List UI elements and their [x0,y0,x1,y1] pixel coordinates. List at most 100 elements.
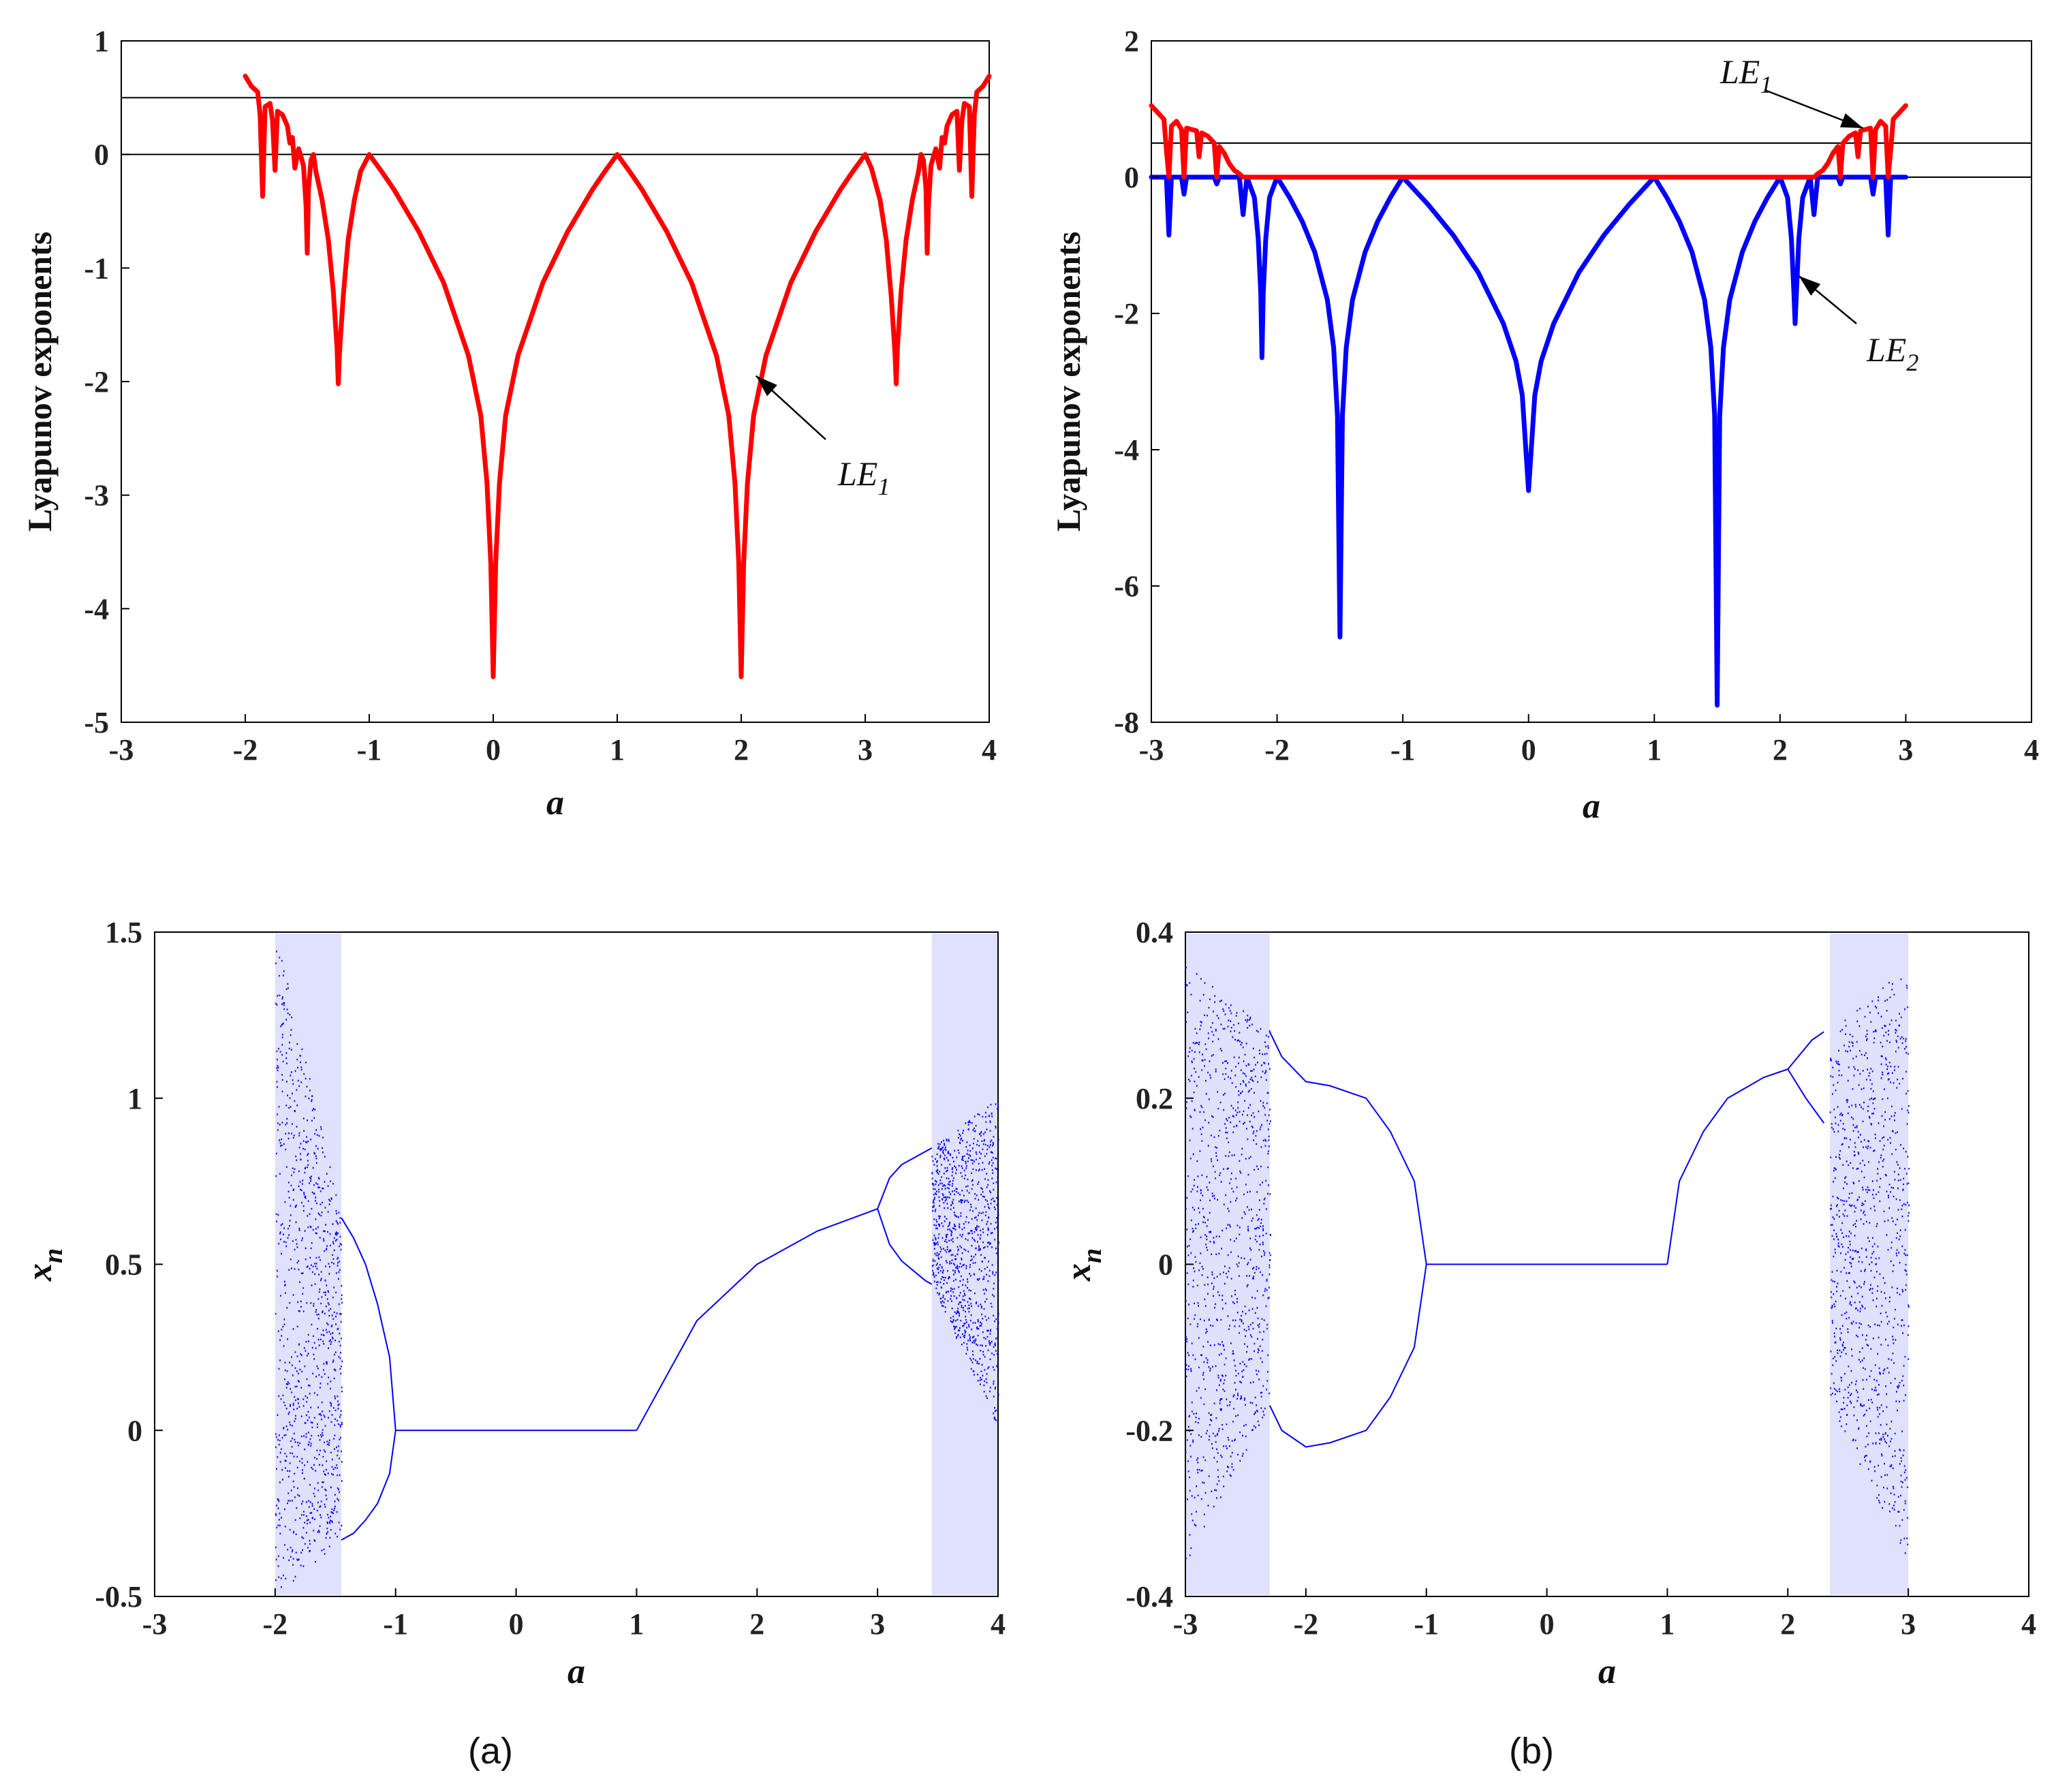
chaotic-band-2 [1829,978,1910,1554]
x-tick-label: -2 [1294,1607,1319,1641]
panel-le-b: -3 -2 -1 0 1 2 3 4 2 0 -2 -4 -6 -8 Lyapunov exponents… [1049,25,2039,826]
caption-b: (b) [1509,1731,1554,1772]
y-tick-label: 1.5 [105,916,142,949]
y-tick-label: 0.4 [1136,916,1173,949]
y-tick-label: -0.5 [95,1580,142,1613]
chaotic-band-1 [1185,966,1271,1560]
chaotic-band-1 [275,951,343,1588]
x-tick-label: 4 [2021,1607,2036,1641]
annotation-arrow-le2-head [1799,276,1821,296]
chaotic-band-2 [931,1103,1000,1421]
x-tick-label: 4 [991,1607,1006,1641]
x-tick-label: 1 [629,1607,644,1641]
y-tick-label: 0 [1124,161,1139,194]
y-tick-label: 0 [127,1414,142,1447]
panel-le-a: -3 -2 -1 0 1 2 3 4 1 0 -1 -2 -3 -4 -5 Lyapunov exponen… [20,25,997,822]
x-tick-label: -1 [383,1607,408,1641]
y-tick-label: -0.2 [1125,1414,1173,1447]
annotation-le1-b: LE1 [1720,52,1772,98]
branch-left-lower [341,1430,396,1541]
x-tick-label: -2 [1264,733,1290,767]
ylabel-bif-a: xn [20,1248,68,1282]
x-tick-label: 0 [509,1607,524,1641]
branch-period2-upper [877,1147,933,1209]
xlabel-bif-b: a [1598,1652,1616,1691]
plot-area-bif-b: -3 -2 -1 0 1 2 3 4 0.4 0.2 0 -0.2 -0.4 [1125,916,2036,1641]
panel-bif-a: -3 -2 -1 0 1 2 3 4 1.5 1 0.5 0 -0.5 xn a [20,916,1006,1691]
x-tick-label: 2 [1780,1607,1795,1641]
x-tick-label: -2 [233,733,258,767]
x-tick-label: 0 [1540,1607,1555,1641]
ylabel-le-a: Lyapunov exponents [20,232,59,531]
plot-area-le-a: -3 -2 -1 0 1 2 3 4 1 0 -1 -2 -3 -4 -5 [84,25,997,767]
y-tick-label: 0 [94,138,109,172]
x-tick-label: 2 [734,733,749,767]
y-tick-label: -6 [1114,570,1139,603]
x-tick-label: 4 [2024,733,2039,767]
caption-a: (a) [468,1731,513,1772]
chaotic-band-shade-2 [1830,933,1909,1595]
plot-area-le-b: -3 -2 -1 0 1 2 3 4 2 0 -2 -4 -6 -8 [1114,25,2039,767]
x-tick-label: -1 [357,733,382,767]
y-tick-label: -4 [1114,433,1139,467]
x-tick-label: 3 [1901,1607,1916,1641]
x-tick-label: -3 [109,733,134,767]
x-tick-label: -1 [1390,733,1416,767]
y-tick-label: -8 [1114,706,1139,739]
x-tick-label: 1 [1647,733,1662,767]
series-le1 [1149,103,1908,180]
ylabel-le-b: Lyapunov exponents [1049,232,1087,531]
x-tick-label: 3 [858,733,873,767]
x-tick-label: -3 [1139,733,1164,767]
branch-left-lower [1269,1264,1427,1448]
x-tick-label: 3 [1898,733,1913,767]
x-tick-label: 2 [1773,733,1788,767]
y-tick-label: 0.2 [1136,1082,1173,1115]
chaotic-band-shade-1 [1185,933,1270,1595]
y-tick-label: 1 [94,25,109,58]
x-tick-label: -2 [263,1607,288,1641]
annotation-arrow-le1-head [1839,113,1863,128]
xlabel-le-a: a [546,784,564,822]
y-tick-label: -4 [84,592,109,625]
x-tick-label: -3 [1173,1607,1198,1641]
xlabel-bif-a: a [567,1652,585,1691]
chaotic-band-shade-1 [275,933,342,1595]
y-tick-label: 0.5 [105,1248,142,1282]
x-tick-label: 3 [870,1607,885,1641]
series-le2 [1149,174,1908,708]
branch-period2-lower [877,1208,933,1285]
x-tick-label: 1 [1660,1607,1675,1641]
branch-fixed-nonzero [636,1208,878,1431]
y-tick-label: -2 [84,365,109,399]
xlabel-le-b: a [1583,787,1600,826]
series-le1 [243,74,992,679]
chaotic-band-shade-2 [931,933,998,1595]
branch-left-upper [1269,1031,1427,1265]
plot-frame-le-b [1151,40,2032,723]
y-tick-label: -3 [84,479,109,512]
plot-frame-le-a [121,40,990,723]
annotation-arrow-le1-head [756,375,777,397]
branch-left-upper [341,1217,396,1431]
y-tick-label: 2 [1124,25,1139,58]
x-tick-label: 0 [1521,733,1536,767]
branch-right-lower [1787,1068,1825,1124]
y-tick-label: 0 [1158,1248,1173,1282]
y-tick-label: 1 [127,1082,142,1115]
x-tick-label: 2 [749,1607,764,1641]
y-tick-label: -1 [84,251,109,285]
x-tick-label: 0 [486,733,501,767]
branch-right-upper [1666,1031,1824,1265]
ylabel-bif-b: xn [1059,1248,1107,1282]
x-tick-label: 4 [982,733,997,767]
annotation-le2-b: LE2 [1866,330,1918,376]
panel-bif-b: -3 -2 -1 0 1 2 3 4 0.4 0.2 0 -0.2 -0.4 xn a [1059,916,2036,1691]
y-tick-label: -2 [1114,297,1139,330]
x-tick-label: -1 [1414,1607,1439,1641]
plot-area-bif-a: -3 -2 -1 0 1 2 3 4 1.5 1 0.5 0 -0.5 [95,916,1006,1641]
y-tick-label: -0.4 [1125,1580,1173,1613]
annotation-le1-a: LE1 [837,454,890,500]
y-tick-label: -5 [84,706,109,739]
